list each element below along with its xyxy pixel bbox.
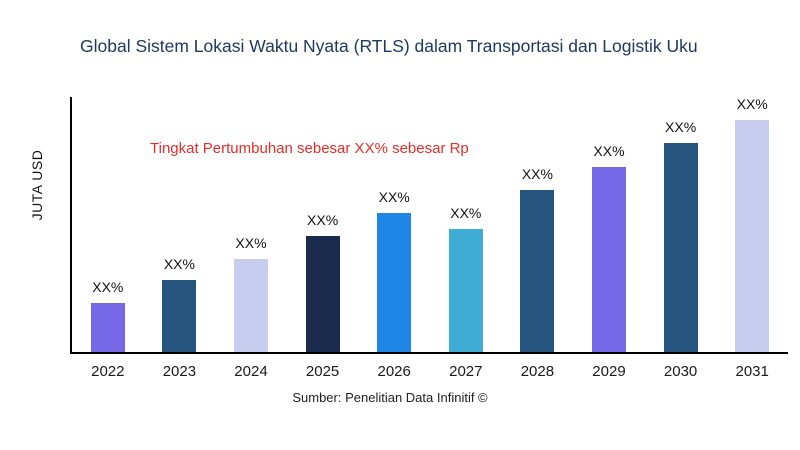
x-tick-label: 2030 [663, 363, 698, 380]
bar [233, 259, 268, 352]
bar-value-label: XX% [307, 212, 339, 229]
bar [377, 212, 412, 352]
bar-group-2024: XX% 2024 [215, 97, 287, 380]
x-tick-label: 2029 [592, 363, 626, 380]
bar [663, 143, 698, 352]
x-tick-label: 2024 [234, 363, 268, 380]
bar-group-2025: XX% 2025 [287, 97, 359, 380]
bar-group-2023: XX% 2023 [144, 97, 216, 380]
bar [591, 166, 626, 352]
bar-value-label: XX% [92, 279, 124, 296]
x-tick-label: 2031 [735, 363, 769, 380]
bar-group-2029: XX% 2029 [573, 97, 645, 380]
x-tick-label: 2028 [520, 363, 555, 380]
x-tick-label: 2023 [162, 363, 197, 380]
bar-value-label: XX% [450, 205, 482, 222]
y-axis-line [70, 97, 72, 352]
bar-value-label: XX% [521, 165, 553, 182]
bar [735, 120, 770, 352]
bar [520, 189, 555, 352]
bar-group-2028: XX% 2028 [502, 97, 574, 380]
plot-area: XX% 2022 XX% 2023 XX% 2024 XX% 2025 XX% 2026 XX% 20… [70, 96, 788, 380]
bar-group-2027: XX% 2027 [430, 97, 502, 380]
x-tick-label: 2025 [305, 363, 340, 380]
bar-group-2026: XX% 2026 [358, 97, 430, 380]
bar-value-label: XX% [736, 96, 768, 113]
bar [305, 236, 340, 352]
bar-value-label: XX% [163, 256, 195, 273]
x-tick-label: 2022 [91, 363, 125, 380]
x-axis-line [70, 352, 788, 354]
bar-value-label: XX% [378, 188, 410, 205]
bar-value-label: XX% [235, 235, 267, 252]
source-caption: Sumber: Penelitian Data Infinitif © [292, 390, 488, 405]
bar [90, 303, 125, 352]
x-tick-label: 2026 [377, 363, 411, 380]
bar-group-2031: XX% 2031 [716, 96, 788, 380]
bar [448, 229, 483, 352]
growth-rate-annotation: Tingkat Pertumbuhan sebesar XX% sebesar … [150, 140, 469, 157]
chart-title: Global Sistem Lokasi Waktu Nyata (RTLS) … [80, 36, 698, 56]
bar-group-2022: XX% 2022 [72, 97, 144, 380]
bar-value-label: XX% [593, 142, 625, 159]
bars-container: XX% 2022 XX% 2023 XX% 2024 XX% 2025 XX% 2026 XX% 20… [72, 96, 788, 380]
x-tick-label: 2027 [449, 363, 483, 380]
bar [162, 280, 197, 352]
bar-group-2030: XX% 2030 [645, 97, 717, 380]
bar-value-label: XX% [665, 119, 697, 136]
y-axis-label: JUTA USD [29, 149, 45, 221]
